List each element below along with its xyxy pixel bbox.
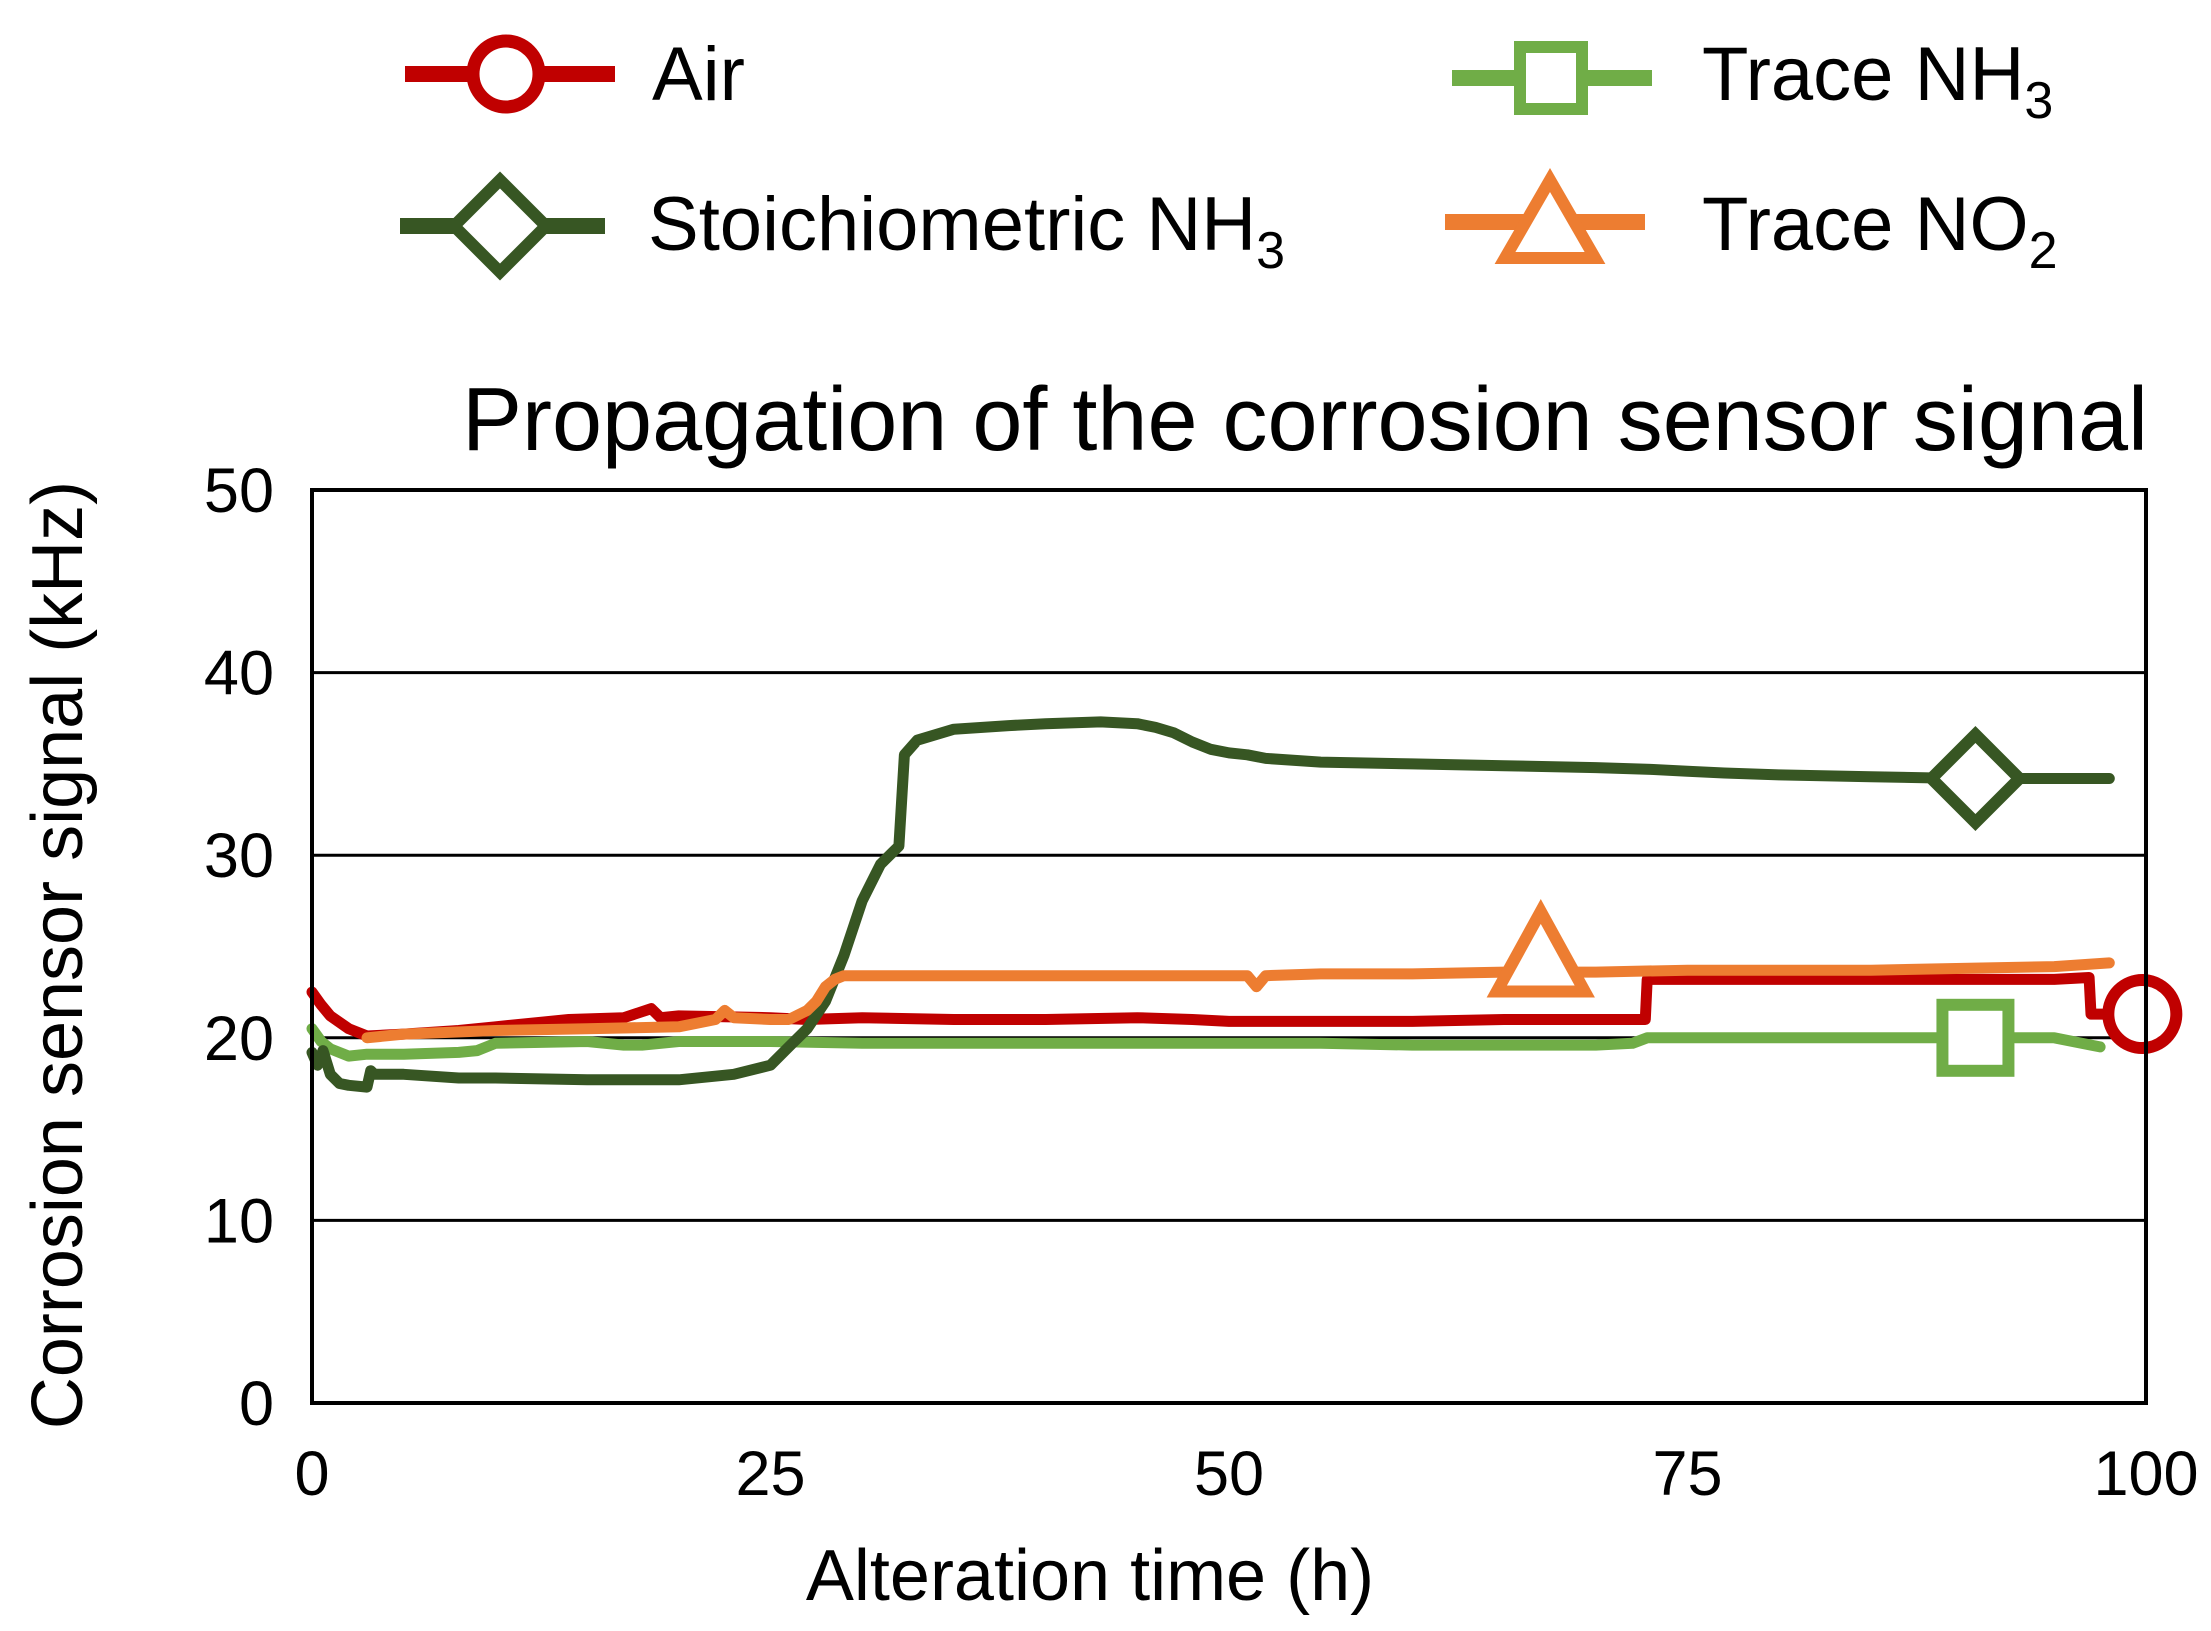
legend: Air Trace NH3 Stoichiometric NH3 Trace N… (400, 32, 2057, 281)
y-axis-ticks: 0 10 20 30 40 50 (204, 456, 274, 1439)
legend-entry-trace-nh3[interactable]: Trace NH3 (1452, 32, 2053, 130)
legend-label-air: Air (652, 32, 745, 117)
x-tick-label: 25 (735, 1439, 805, 1509)
y-tick-label: 30 (204, 821, 274, 891)
y-axis-label: Corrosion sensor signal (kHz) (18, 481, 98, 1429)
y-tick-label: 20 (204, 1004, 274, 1074)
plot-area-frame (310, 488, 2148, 1405)
y-tick-label: 40 (204, 639, 274, 709)
chart-title: Propagation of the corrosion sensor sign… (462, 370, 2148, 470)
x-tick-label: 50 (1194, 1439, 1264, 1509)
legend-marker-diamond (445, 171, 555, 281)
legend-entry-trace-no2[interactable]: Trace NO2 (1445, 167, 2057, 280)
legend-marker-triangle (1494, 167, 1606, 264)
legend-marker-square (1514, 41, 1588, 115)
y-tick-label: 0 (239, 1369, 274, 1439)
series-marker-trace-no2 (1486, 899, 1595, 998)
legend-label-trace-no2: Trace NO2 (1702, 182, 2057, 280)
x-tick-label: 0 (294, 1439, 329, 1509)
legend-entry-air[interactable]: Air (405, 32, 745, 117)
legend-label-stoichiometric-nh3: Stoichiometric NH3 (648, 182, 1285, 280)
legend-label-trace-nh3: Trace NH3 (1702, 32, 2053, 130)
series-line-trace-nh3 (306, 1023, 2106, 1062)
series-marker-air (2102, 974, 2183, 1055)
y-tick-label: 50 (204, 456, 274, 526)
x-tick-label: 75 (1652, 1439, 1722, 1509)
series-line-stoichiometric-nh3 (306, 716, 2115, 1093)
x-axis-ticks: 0 25 50 75 100 (294, 1439, 2198, 1509)
x-axis-label: Alteration time (h) (806, 1536, 1374, 1616)
legend-marker-circle (466, 34, 546, 114)
series-marker-trace-nh3 (1936, 998, 2015, 1077)
y-tick-label: 10 (204, 1186, 274, 1256)
series-line-trace-no2 (361, 957, 2115, 1044)
legend-entry-stoichiometric-nh3[interactable]: Stoichiometric NH3 (400, 171, 1285, 281)
series-layer (306, 716, 2183, 1093)
x-tick-label: 100 (2093, 1439, 2198, 1509)
series-marker-stoichiometric-nh3 (1922, 726, 2028, 831)
